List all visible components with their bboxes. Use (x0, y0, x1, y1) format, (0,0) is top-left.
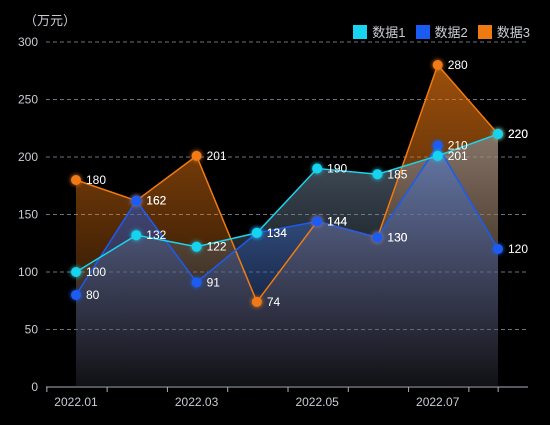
data-label-series-3-1: 162 (146, 194, 166, 208)
data-label-series-1-4: 190 (327, 162, 347, 176)
legend-swatch-series-3 (477, 24, 492, 39)
point-series-3-3[interactable] (251, 296, 262, 307)
data-label-series-2-7: 120 (508, 242, 528, 256)
data-label-series-3-7: 220 (508, 127, 528, 141)
data-label-series-2-5: 130 (387, 231, 407, 245)
point-series-2-6[interactable] (432, 140, 443, 151)
legend-item-series-2[interactable]: 数据2 (415, 22, 468, 41)
point-series-2-7[interactable] (493, 244, 503, 254)
point-series-1-1[interactable] (131, 230, 142, 241)
point-series-1-3[interactable] (251, 227, 262, 238)
x-tick-label-0: 2022.01 (54, 395, 98, 409)
legend-label-series-3: 数据3 (496, 25, 530, 40)
data-label-series-3-5: 130 (387, 231, 407, 245)
point-series-1-4[interactable] (312, 163, 323, 174)
data-label-series-3-6: 280 (448, 58, 468, 72)
y-tick-label-100: 100 (18, 265, 38, 279)
data-label-series-1-3: 134 (267, 226, 287, 240)
data-label-series-1-5: 185 (387, 167, 407, 181)
legend: 数据1 数据2 数据3 (353, 22, 530, 41)
legend-swatch-series-1 (353, 24, 368, 39)
data-label-series-3-4: 144 (327, 214, 347, 228)
point-series-2-0[interactable] (71, 290, 81, 300)
x-tick-label-2: 2022.03 (175, 395, 219, 409)
point-series-3-2[interactable] (191, 150, 202, 161)
y-tick-label-300: 300 (18, 35, 38, 49)
legend-item-series-1[interactable]: 数据1 (353, 22, 406, 41)
point-series-1-0[interactable] (71, 267, 81, 277)
data-label-series-2-4: 144 (327, 214, 347, 228)
legend-label-series-2: 数据2 (434, 25, 468, 40)
point-layer (71, 60, 503, 307)
x-tick-label-6: 2022.07 (416, 395, 460, 409)
y-axis-unit-label: （万元） (24, 13, 77, 28)
y-tick-label-150: 150 (18, 208, 38, 222)
legend-label-series-1: 数据1 (372, 25, 406, 40)
point-series-3-6[interactable] (432, 60, 443, 70)
data-label-series-3-0: 180 (86, 173, 106, 187)
y-tick-label-50: 50 (25, 323, 39, 337)
data-label-series-2-6: 210 (448, 139, 468, 153)
point-series-1-6[interactable] (432, 150, 443, 161)
point-series-2-1[interactable] (131, 195, 142, 206)
point-series-2-4[interactable] (312, 216, 323, 227)
point-series-1-2[interactable] (191, 241, 202, 252)
y-tick-label-250: 250 (18, 93, 38, 107)
point-series-1-7[interactable] (493, 129, 503, 139)
y-tick-label-0: 0 (31, 380, 38, 394)
point-series-1-5[interactable] (372, 169, 383, 180)
line-series-2 (75, 144, 499, 296)
legend-swatch-series-2 (415, 24, 430, 39)
data-label-series-1-0: 100 (86, 265, 106, 279)
data-label-series-2-2: 91 (207, 275, 221, 289)
data-label-series-2-1: 162 (146, 194, 166, 208)
data-label-series-2-0: 80 (86, 288, 100, 302)
y-tick-label-200: 200 (18, 150, 38, 164)
legend-item-series-3[interactable]: 数据3 (477, 22, 530, 41)
data-label-series-1-6: 201 (448, 149, 468, 163)
point-series-2-5[interactable] (372, 232, 383, 243)
data-label-series-3-2: 201 (207, 149, 227, 163)
line-layer (75, 63, 499, 304)
area-layer (76, 65, 498, 387)
line-series-3 (75, 63, 499, 304)
line-series-1 (75, 133, 499, 273)
point-series-2-2[interactable] (191, 277, 202, 288)
data-label-series-1-2: 122 (207, 240, 227, 254)
x-tick-label-4: 2022.05 (295, 395, 339, 409)
data-label-series-1-7: 220 (508, 127, 528, 141)
data-label-series-2-3: 134 (267, 226, 287, 240)
point-series-3-0[interactable] (71, 175, 81, 185)
data-label-series-3-3: 74 (267, 295, 281, 309)
data-label-series-1-1: 132 (146, 228, 166, 242)
